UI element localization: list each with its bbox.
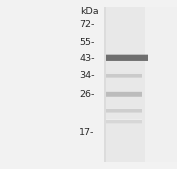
Bar	[106, 123, 142, 124]
Bar	[145, 7, 177, 162]
Bar	[106, 108, 142, 109]
Bar	[106, 120, 142, 124]
Bar	[106, 77, 142, 78]
Text: 55-: 55-	[79, 38, 95, 47]
Text: 43-: 43-	[79, 54, 95, 63]
Bar	[106, 112, 142, 113]
Bar	[106, 109, 142, 113]
Text: 34-: 34-	[79, 71, 95, 80]
Bar	[106, 74, 142, 78]
Bar	[106, 92, 142, 97]
Bar	[104, 7, 177, 162]
Bar	[106, 55, 148, 61]
Text: 17-: 17-	[79, 128, 95, 137]
Text: 72-: 72-	[79, 20, 95, 29]
Text: kDa: kDa	[81, 7, 99, 16]
Bar	[106, 72, 142, 74]
Bar	[106, 7, 145, 162]
Bar	[106, 119, 142, 120]
Bar	[106, 96, 142, 97]
Bar	[106, 91, 142, 92]
Bar	[106, 60, 148, 61]
Text: 26-: 26-	[79, 90, 95, 99]
Bar	[106, 54, 148, 55]
